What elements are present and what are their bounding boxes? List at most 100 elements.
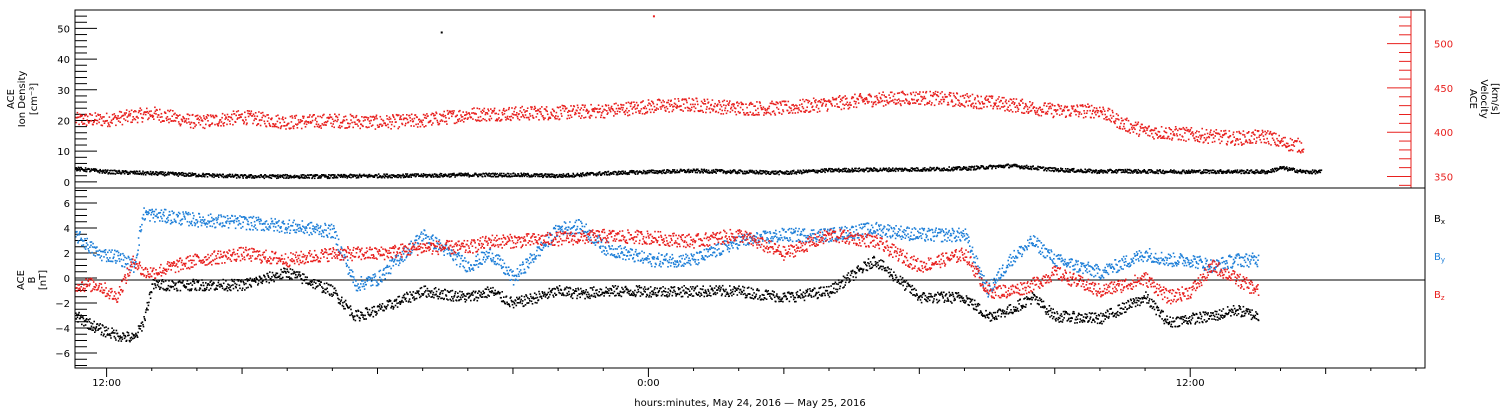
by-point [85, 248, 87, 250]
density-point [378, 173, 380, 175]
velocity-point [156, 109, 158, 111]
density-point [405, 173, 407, 175]
density-point [374, 176, 376, 178]
density-point [568, 173, 570, 175]
density-point [137, 171, 139, 173]
velocity-point [711, 104, 713, 106]
density-point [435, 176, 437, 178]
density-point [142, 171, 144, 173]
velocity-point [661, 102, 663, 104]
density-point [1096, 170, 1098, 172]
velocity-point [802, 106, 804, 108]
velocity-point [1048, 103, 1050, 105]
velocity-point [609, 109, 611, 111]
velocity-point [224, 114, 226, 116]
field-tick-label: −4 [55, 324, 70, 335]
velocity-point [814, 109, 816, 111]
velocity-point [836, 98, 838, 100]
velocity-point [737, 105, 739, 107]
velocity-point [1094, 107, 1096, 109]
density-point [494, 174, 496, 176]
velocity-point [390, 118, 392, 120]
velocity-point [650, 105, 652, 107]
density-point [688, 169, 690, 171]
velocity-point [647, 111, 649, 113]
velocity-point [981, 108, 983, 110]
velocity-point [534, 106, 536, 108]
velocity-point [1115, 120, 1117, 122]
by-point [99, 257, 101, 259]
velocity-point [1261, 133, 1263, 135]
velocity-point [1169, 138, 1171, 140]
velocity-point [1198, 136, 1200, 138]
density-point [581, 176, 583, 178]
velocity-point [1121, 117, 1123, 119]
velocity-point [316, 121, 318, 123]
density-point [790, 171, 792, 173]
velocity-point [279, 118, 281, 120]
density-point [1065, 168, 1067, 170]
velocity-point [78, 117, 80, 119]
velocity-point [331, 117, 333, 119]
velocity-point [985, 97, 987, 99]
by-point [211, 221, 213, 223]
velocity-point [294, 117, 296, 119]
velocity-point [521, 112, 523, 114]
density-point [714, 171, 716, 173]
velocity-point [334, 113, 336, 115]
density-point [86, 171, 88, 173]
velocity-point [773, 104, 775, 106]
density-point [830, 171, 832, 173]
density-point [711, 170, 713, 172]
by-point [91, 241, 93, 243]
velocity-point [941, 91, 943, 93]
velocity-point [1275, 133, 1277, 135]
velocity-point [636, 102, 638, 104]
density-point [543, 176, 545, 178]
velocity-point [763, 114, 765, 116]
velocity-point [866, 97, 868, 99]
velocity-point [649, 109, 651, 111]
velocity-point [721, 110, 723, 112]
velocity-point [1082, 106, 1084, 108]
velocity-point [1289, 145, 1291, 147]
velocity-point [397, 128, 399, 130]
velocity-point [682, 98, 684, 100]
velocity-point [1117, 115, 1119, 117]
velocity-point [264, 121, 266, 123]
density-point [917, 168, 919, 170]
density-point [277, 176, 279, 178]
velocity-point [188, 118, 190, 120]
velocity-point [911, 94, 913, 96]
density-point [796, 173, 798, 175]
velocity-point [250, 113, 252, 115]
velocity-point [664, 107, 666, 109]
velocity-point [697, 101, 699, 103]
density-point [518, 173, 520, 175]
density-point [441, 173, 443, 175]
velocity-point [520, 116, 522, 118]
density-point [692, 170, 694, 172]
density-point [337, 177, 339, 179]
velocity-point [726, 100, 728, 102]
velocity-point [904, 102, 906, 104]
by-point [87, 244, 89, 246]
velocity-point [1232, 134, 1234, 136]
velocity-point [108, 124, 110, 126]
density-point [807, 171, 809, 173]
by-point [169, 214, 171, 216]
velocity-point [431, 124, 433, 126]
velocity-point [1190, 129, 1192, 131]
density-point [193, 174, 195, 176]
by-point [200, 221, 202, 223]
velocity-point [1149, 135, 1151, 137]
velocity-point [131, 110, 133, 112]
velocity-point [1273, 139, 1275, 141]
velocity-point [1292, 150, 1294, 152]
by-point [143, 214, 145, 216]
velocity-point [332, 118, 334, 120]
velocity-point [611, 106, 613, 108]
density-point [715, 172, 717, 174]
density-point [1060, 168, 1062, 170]
velocity-point [391, 121, 393, 123]
